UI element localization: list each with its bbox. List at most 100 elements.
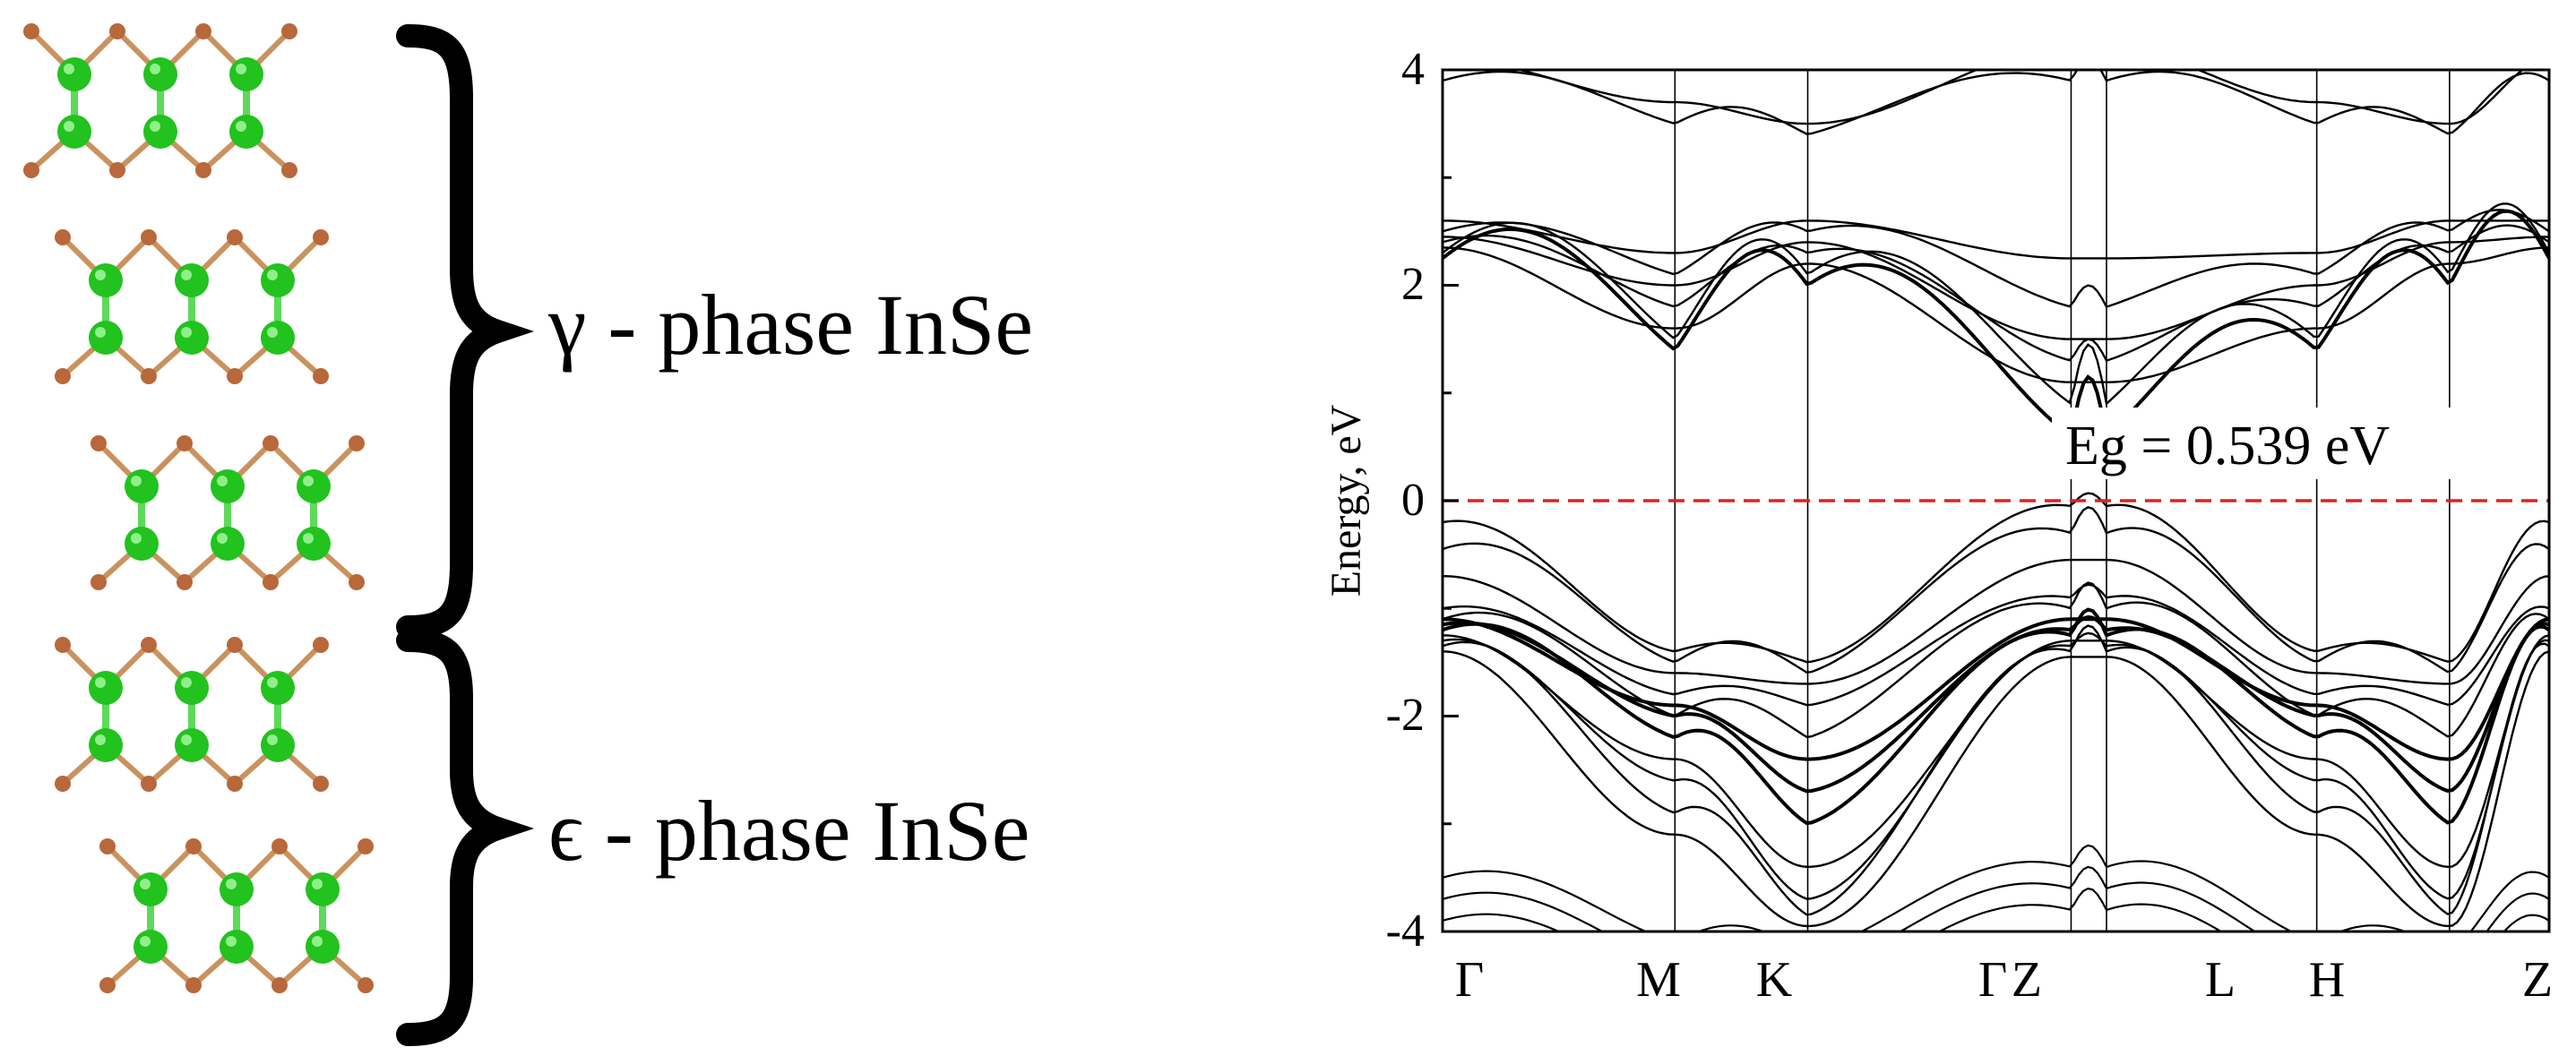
valence-band (1443, 617, 2549, 761)
kpoint-label-m: M (1636, 952, 1681, 1008)
selenium-atom (55, 368, 71, 384)
selenium-atom (313, 229, 329, 245)
selenium-atom (55, 229, 71, 245)
indium-atom-highlight (312, 936, 323, 947)
indium-atom (306, 872, 340, 906)
indium-atom-highlight (226, 879, 237, 889)
selenium-atom (358, 838, 374, 854)
indium-atom (134, 872, 168, 906)
ytick-label-minus2: -2 (1386, 690, 1425, 741)
selenium-atom (141, 776, 157, 792)
selenium-atom (271, 977, 288, 993)
valence-band (1443, 505, 2549, 674)
indium-atom-highlight (217, 533, 228, 544)
indium-atom (306, 930, 340, 964)
indium-atom-highlight (95, 734, 106, 745)
ytick-label-4: 4 (1401, 44, 1425, 95)
indium-atom-highlight (150, 64, 160, 74)
indium-atom (175, 728, 209, 762)
y-axis-label: Energy, eV (1322, 404, 1370, 597)
selenium-atom (263, 574, 279, 590)
kpoint-label-l: L (2205, 952, 2236, 1008)
selenium-atom (349, 435, 365, 451)
valence-band (1443, 634, 2549, 869)
indium-atom (125, 469, 159, 503)
y-axis-tick-labels: 4 2 0 -2 -4 (1386, 44, 1425, 957)
indium-atom (57, 115, 91, 149)
indium-atom (220, 872, 254, 906)
ytick-label-minus4: -4 (1386, 906, 1425, 957)
selenium-atom (281, 23, 297, 39)
selenium-atom (313, 637, 329, 653)
selenium-atom (227, 368, 243, 384)
ytick-label-0: 0 (1401, 475, 1425, 526)
ytick-label-2: 2 (1401, 259, 1425, 310)
indium-atom (211, 527, 245, 561)
indium-atom (175, 321, 209, 355)
indium-atom (261, 728, 295, 762)
selenium-atom (281, 162, 297, 178)
gamma-brace (396, 24, 535, 639)
selenium-atom (90, 574, 107, 590)
indium-atom (220, 930, 254, 964)
kpoint-label-k: K (1756, 952, 1792, 1008)
selenium-atom (141, 368, 157, 384)
indium-atom-highlight (64, 121, 74, 132)
band-gap-label: Eg = 0.539 eV (2065, 416, 2390, 476)
selenium-atom (349, 574, 365, 590)
indium-atom-highlight (140, 936, 151, 947)
indium-atom-highlight (181, 734, 192, 745)
epsilon-phase-label: ϵ - phase InSe (548, 783, 1030, 879)
selenium-atom (90, 435, 107, 451)
selenium-atom (271, 838, 288, 854)
selenium-atom (185, 838, 202, 854)
band-structure-chart: 4 2 0 -2 -4 Energy, eV Γ M K Γ Z L H Z E… (1322, 44, 2553, 1008)
band-lines (1443, 70, 2549, 932)
selenium-atom (177, 435, 193, 451)
indium-atom-highlight (64, 64, 74, 74)
conduction-band (1443, 219, 2549, 260)
indium-atom-highlight (236, 64, 246, 74)
x-axis-kpoint-labels: Γ M K Γ Z L H Z (1455, 952, 2553, 1008)
valence-band (1443, 650, 2549, 928)
indium-atom (89, 671, 123, 705)
kpoint-label-gamma2: Γ (1978, 952, 2007, 1008)
indium-atom (143, 57, 177, 91)
indium-atom (297, 469, 331, 503)
indium-atom-highlight (267, 677, 278, 688)
selenium-atom (227, 229, 243, 245)
y-axis-ticks (1443, 68, 1459, 933)
indium-atom-highlight (95, 327, 106, 338)
valence-band (1443, 583, 2549, 707)
indium-atom (261, 263, 295, 297)
selenium-atom (227, 776, 243, 792)
kpoint-label-z2: Z (2522, 952, 2553, 1008)
indium-atom-highlight (217, 476, 228, 486)
deep-valence-band (1443, 887, 2549, 932)
inse-layer-1 (23, 23, 297, 178)
indium-atom-highlight (236, 121, 246, 132)
indium-atom (143, 115, 177, 149)
selenium-atom (55, 776, 71, 792)
conduction-band (1515, 70, 2525, 125)
selenium-atom (185, 977, 202, 993)
inse-layer-2 (55, 229, 329, 384)
indium-atom-highlight (303, 533, 314, 544)
gamma-phase-label: γ - phase InSe (547, 277, 1033, 373)
valence-band (1443, 624, 2549, 916)
indium-atom-highlight (131, 533, 142, 544)
selenium-atom (313, 776, 329, 792)
selenium-atom (23, 162, 39, 178)
indium-atom (125, 527, 159, 561)
selenium-atom (195, 23, 211, 39)
indium-atom (134, 930, 168, 964)
conduction-band (1443, 246, 2549, 383)
indium-atom (89, 321, 123, 355)
inse-layer-5 (99, 838, 374, 993)
indium-atom-highlight (312, 879, 323, 889)
valence-band (1443, 607, 2549, 826)
inse-layer-4 (55, 637, 329, 792)
indium-atom-highlight (181, 270, 192, 280)
valence-band (1443, 631, 2549, 900)
